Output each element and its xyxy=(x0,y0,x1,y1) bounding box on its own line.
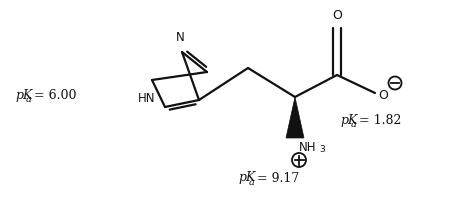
Text: = 1.82: = 1.82 xyxy=(355,113,401,126)
Text: pK: pK xyxy=(15,88,32,101)
Text: a: a xyxy=(351,120,356,129)
Text: N: N xyxy=(176,31,184,44)
Text: O: O xyxy=(378,88,388,101)
Text: pK: pK xyxy=(340,113,357,126)
Text: NH: NH xyxy=(299,141,316,154)
Text: a: a xyxy=(248,178,254,187)
Text: = 9.17: = 9.17 xyxy=(253,172,299,185)
Text: a: a xyxy=(25,95,31,104)
Polygon shape xyxy=(286,97,304,138)
Text: HN: HN xyxy=(138,91,156,104)
Text: O: O xyxy=(332,9,342,22)
Text: pK: pK xyxy=(238,172,256,185)
Text: 3: 3 xyxy=(319,145,325,154)
Text: = 6.00: = 6.00 xyxy=(30,88,76,101)
